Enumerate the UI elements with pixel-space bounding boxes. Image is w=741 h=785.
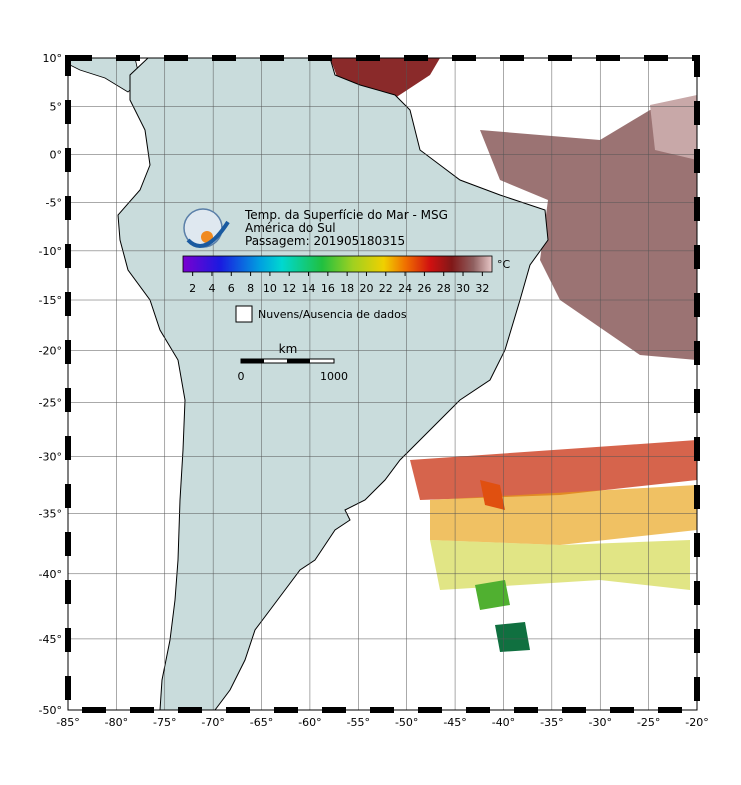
colorbar-tick-label: 10 (263, 282, 277, 295)
y-tick-label: -35° (39, 507, 62, 520)
colorbar-tick-label: 28 (437, 282, 451, 295)
y-tick-label: -50° (39, 704, 62, 717)
y-tick-label: -20° (39, 344, 62, 357)
x-tick-label: -65° (250, 716, 273, 729)
y-tick-label: 10° (43, 52, 63, 65)
colorbar-tick-label: 22 (379, 282, 393, 295)
colorbar-tick-label: 32 (475, 282, 489, 295)
colorbar-tick-label: 8 (247, 282, 254, 295)
y-tick-label: -25° (39, 396, 62, 409)
x-tick-label: -50° (395, 716, 418, 729)
title: Temp. da Superfície do Mar - MSG (244, 208, 448, 222)
y-tick-label: -30° (39, 450, 62, 463)
colorbar-tick-label: 12 (282, 282, 296, 295)
colorbar-tick-label: 18 (340, 282, 354, 295)
sst-patch (495, 622, 530, 652)
y-tick-label: 0° (50, 148, 63, 161)
legend-label: Nuvens/Ausencia de dados (258, 308, 407, 321)
colorbar-tick-label: 24 (398, 282, 412, 295)
colorbar-tick-label: 26 (417, 282, 431, 295)
subtitle: América do Sul (245, 221, 336, 235)
colorbar-tick-label: 4 (208, 282, 215, 295)
colorbar-tick-label: 30 (456, 282, 470, 295)
sst-patch (650, 95, 697, 160)
colorbar-tick-label: 20 (359, 282, 373, 295)
sst-patches (330, 58, 697, 652)
colorbar-tick-label: 2 (189, 282, 196, 295)
x-tick-label: -40° (492, 716, 515, 729)
y-tick-label: -10° (39, 245, 62, 258)
x-tick-label: -85° (56, 716, 79, 729)
colorbar-tick-label: 6 (228, 282, 235, 295)
x-tick-label: -75° (153, 716, 176, 729)
scalebar-seg (287, 359, 310, 363)
x-tick-label: -45° (443, 716, 466, 729)
scalebar-unit: km (279, 342, 298, 356)
y-tick-label: 5° (50, 100, 63, 113)
scalebar-start: 0 (238, 370, 245, 383)
logo-arc (186, 220, 230, 248)
colorbar-unit: °C (497, 258, 511, 271)
x-tick-label: -55° (347, 716, 370, 729)
scalebar-seg (241, 359, 264, 363)
x-tick-label: -25° (637, 716, 660, 729)
y-tick-label: -40° (39, 568, 62, 581)
x-tick-label: -60° (298, 716, 321, 729)
x-tick-label: -70° (201, 716, 224, 729)
logo (183, 208, 230, 248)
sst-patch (475, 580, 510, 610)
legend-swatch (235, 305, 253, 323)
south-america (117, 57, 549, 711)
logo-sun (201, 231, 213, 243)
y-tick-label: -5° (46, 196, 62, 209)
colorbar (182, 255, 493, 273)
colorbar-tick-label: 16 (321, 282, 335, 295)
y-tick-label: -45° (39, 633, 62, 646)
map-border (67, 57, 698, 711)
x-tick-label: -20° (685, 716, 708, 729)
sst-patch (430, 540, 690, 590)
sst-patch (480, 480, 505, 510)
x-tick-label: -30° (588, 716, 611, 729)
sst-patch (480, 100, 697, 360)
colorbar-tick-label: 14 (302, 282, 316, 295)
pass-time: Passagem: 201905180315 (245, 234, 405, 248)
x-tick-label: -80° (105, 716, 128, 729)
scalebar-end: 1000 (320, 370, 348, 383)
colorbar-ticks: 2 4 6 8 10 12 14 16 18 20 22 24 26 28 30 32 (189, 272, 489, 295)
y-tick-label: -15° (39, 294, 62, 307)
x-tick-label: -35° (540, 716, 563, 729)
